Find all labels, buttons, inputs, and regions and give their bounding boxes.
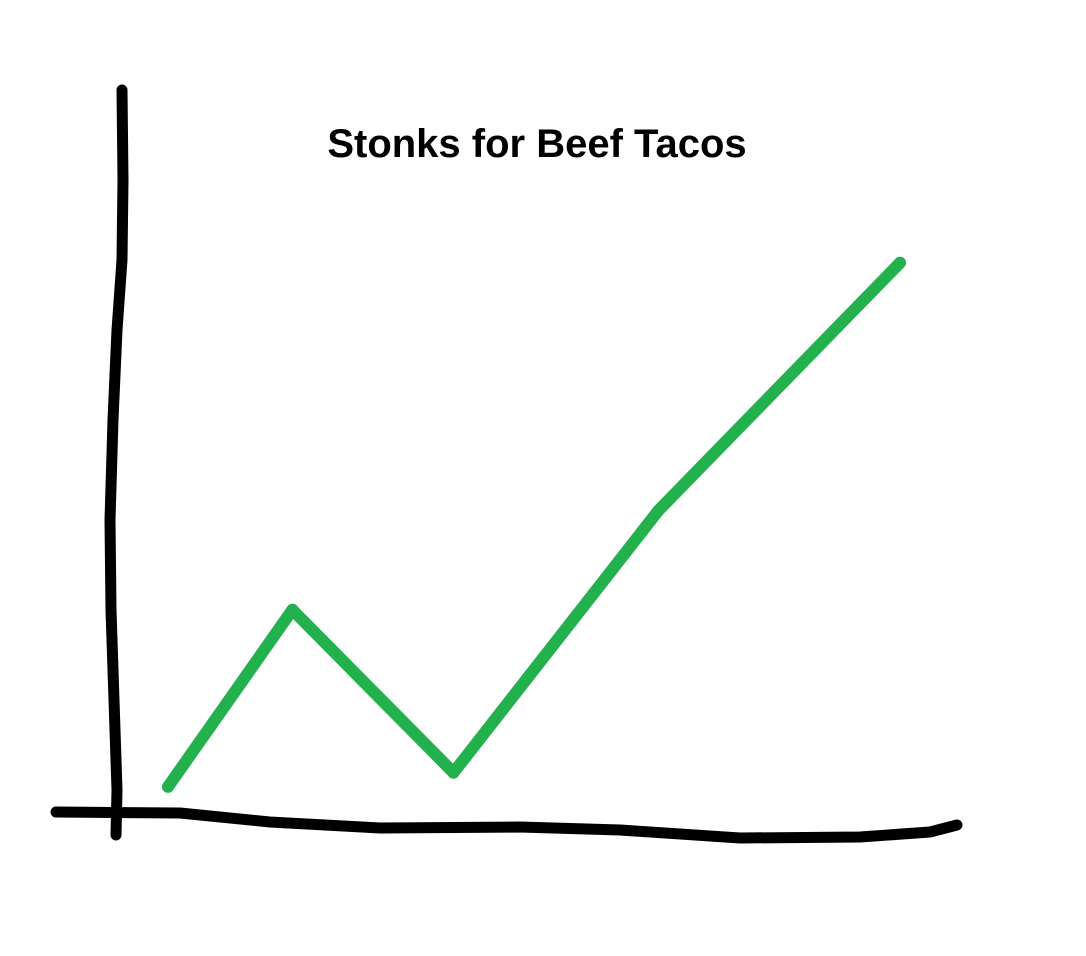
series-point-0-2 [447, 766, 460, 779]
series-point-0-3 [652, 504, 665, 517]
series-point-0-1 [286, 603, 299, 616]
series-point-0-4 [894, 256, 906, 269]
x-axis-line [50, 806, 963, 844]
series-point-0-0 [162, 780, 174, 793]
series-layer [162, 256, 906, 793]
y-axis-line [104, 84, 129, 841]
chart-title: Stonks for Beef Tacos [327, 122, 746, 166]
